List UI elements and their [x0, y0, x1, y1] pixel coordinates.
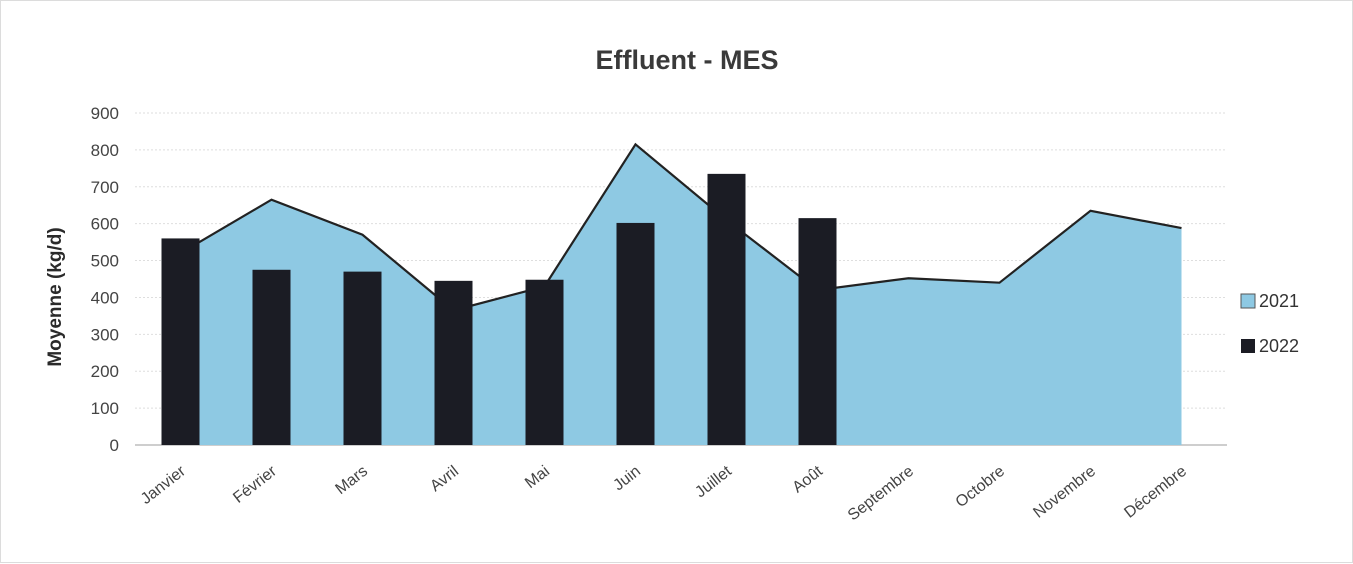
y-tick-label: 200: [91, 362, 119, 381]
x-tick-label: Mars: [332, 463, 370, 498]
y-tick-label: 0: [110, 436, 119, 455]
y-tick-label: 900: [91, 104, 119, 123]
x-tick-label: Avril: [427, 463, 462, 495]
y-tick-label: 100: [91, 399, 119, 418]
legend-swatch-2022: [1241, 339, 1255, 353]
bar-2022-Juillet: [708, 174, 746, 445]
x-tick-label: Mai: [522, 463, 553, 492]
x-tick-label: Février: [230, 462, 280, 506]
bar-2022-Mai: [526, 280, 564, 445]
x-tick-label: Juin: [610, 463, 644, 494]
bar-2022-Février: [253, 270, 291, 445]
y-tick-label: 600: [91, 215, 119, 234]
y-tick-labels: 0 100 200 300 400 500 600 700 800 900: [91, 104, 119, 455]
x-tick-label: Juillet: [692, 462, 735, 501]
y-axis-label: Moyenne (kg/d): [45, 227, 66, 366]
x-tick-label: Janvier: [138, 462, 190, 508]
y-tick-label: 300: [91, 325, 119, 344]
area-series-layer: [180, 144, 1181, 445]
bar-2022-Juin: [617, 223, 655, 445]
x-tick-label: Décembre: [1121, 463, 1190, 522]
x-tick-label: Octobre: [953, 463, 1008, 511]
x-tick-labels: Janvier Février Mars Avril Mai Juin Juillet Aoû…: [138, 462, 1190, 524]
legend-label-2021: 2021: [1259, 291, 1299, 311]
area-series-2021-fill: [181, 144, 1182, 445]
chart-title: Effluent - MES: [596, 45, 779, 75]
bar-2022-Avril: [435, 281, 473, 445]
bar-2022-Mars: [344, 272, 382, 445]
bar-2022-Janvier: [162, 238, 200, 445]
legend: 2021 2022: [1241, 291, 1299, 356]
x-tick-label: Août: [790, 462, 827, 496]
y-tick-label: 400: [91, 288, 119, 307]
y-tick-label: 500: [91, 252, 119, 271]
y-tick-label: 700: [91, 178, 119, 197]
legend-label-2022: 2022: [1259, 336, 1299, 356]
x-tick-label: Septembre: [845, 463, 917, 525]
x-tick-label: Novembre: [1030, 463, 1099, 522]
bar-2022-Août: [799, 218, 837, 445]
y-tick-label: 800: [91, 141, 119, 160]
legend-swatch-2021: [1241, 294, 1255, 308]
